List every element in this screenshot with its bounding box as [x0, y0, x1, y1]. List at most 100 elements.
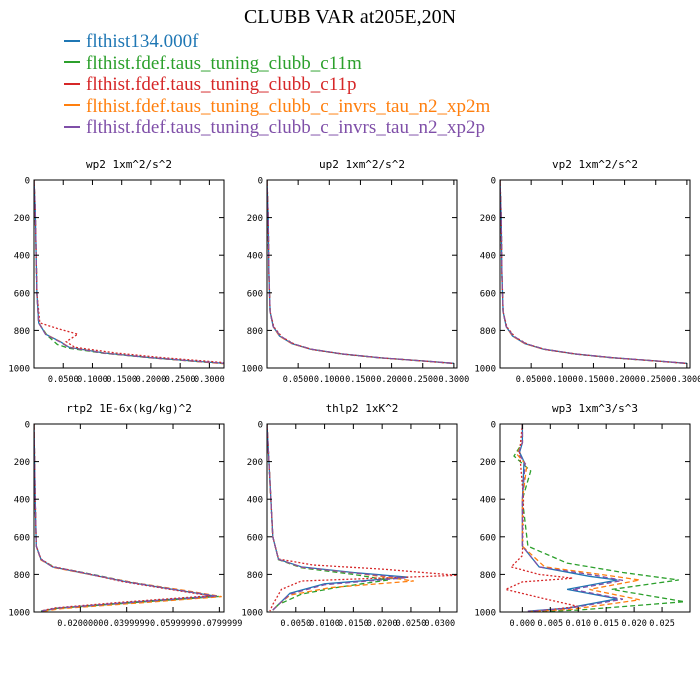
y-tick-label: 1000 [8, 609, 30, 619]
y-tick-label: 1000 [241, 365, 263, 375]
series-line [34, 424, 220, 612]
y-tick-label: 800 [14, 327, 30, 337]
x-tick-label: 0.2500 [407, 375, 438, 385]
series-line [267, 424, 457, 612]
series-line [267, 424, 406, 611]
series-line [267, 180, 454, 365]
y-tick-label: 1000 [474, 365, 496, 375]
chart-panel: wp2 1xm^2/s^2 0 200 400 600 800 1000 0.05000.10… [8, 158, 224, 385]
chart-title: vp2 1xm^2/s^2 [552, 158, 638, 171]
legend-label: flthist.fdef.taus_tuning_clubb_c11p [86, 74, 357, 95]
x-tick-label: 0.1500 [106, 375, 137, 385]
legend-swatch [64, 61, 80, 64]
legend-item: flthist.fdef.taus_tuning_clubb_c11p [64, 74, 490, 96]
y-tick-label: 600 [480, 289, 496, 299]
y-tick-label: 0 [25, 177, 30, 187]
y-tick-label: 1000 [8, 365, 30, 375]
x-tick-label: 0.0250 [396, 619, 427, 629]
plot-frame [266, 179, 458, 369]
x-tick-label: 0.0500 [516, 375, 547, 385]
x-tick-label: 0.2000 [609, 375, 640, 385]
plot-frame [499, 179, 691, 369]
y-tick-label: 400 [247, 252, 263, 262]
series-line [513, 424, 685, 612]
y-tick-label: 800 [480, 571, 496, 581]
legend-swatch [64, 39, 80, 42]
plot-frame [499, 423, 691, 613]
y-tick-label: 1000 [241, 609, 263, 619]
x-tick-label: 0.0399999 [104, 619, 150, 629]
plot-frame [33, 423, 225, 613]
series-line [500, 180, 687, 364]
series-line [34, 180, 224, 364]
y-tick-label: 600 [247, 289, 263, 299]
y-tick-label: 600 [247, 533, 263, 543]
chart-title: up2 1xm^2/s^2 [319, 158, 405, 171]
legend-label: flthist.fdef.taus_tuning_clubb_c_invrs_t… [86, 95, 491, 117]
series-line [500, 180, 687, 365]
series-line [34, 424, 218, 612]
x-tick-label: 0.3000 [194, 375, 225, 385]
y-tick-label: 800 [247, 327, 263, 337]
legend-item: flthist.fdef.taus_tuning_clubb_c11m [64, 53, 490, 75]
x-tick-label: 0.0500 [283, 375, 314, 385]
series-line [517, 424, 624, 612]
y-tick-label: 200 [480, 458, 496, 468]
chart-title: wp2 1xm^2/s^2 [86, 158, 172, 171]
x-tick-label: 0.000 [510, 619, 536, 629]
legend-swatch [64, 104, 80, 107]
y-tick-label: 400 [247, 496, 263, 506]
x-tick-label: 0.025 [649, 619, 675, 629]
y-tick-label: 800 [480, 327, 496, 337]
series-line [500, 180, 687, 364]
y-tick-label: 800 [247, 571, 263, 581]
chart-title: wp3 1xm^3/s^3 [552, 402, 638, 415]
x-tick-label: 0.0599999 [150, 619, 196, 629]
x-tick-label: 0.020 [621, 619, 647, 629]
legend-item: flthist.fdef.taus_tuning_clubb_c_invrs_t… [64, 96, 490, 118]
legend-item: flthist.fdef.taus_tuning_clubb_c_invrs_t… [64, 117, 490, 139]
y-tick-label: 200 [14, 214, 30, 224]
series-line [500, 180, 687, 365]
series-line [500, 180, 687, 364]
chart-title: thlp2 1xK^2 [326, 402, 399, 415]
y-tick-label: 1000 [474, 609, 496, 619]
plot-frame [266, 423, 458, 613]
series-line [267, 180, 454, 365]
legend-item: flthist134.000f [64, 31, 490, 53]
y-tick-label: 400 [480, 252, 496, 262]
series-line [34, 180, 224, 365]
x-tick-label: 0.2500 [640, 375, 671, 385]
y-tick-label: 400 [14, 496, 30, 506]
series-line [34, 180, 224, 364]
series-line [34, 424, 215, 612]
series-line [267, 424, 409, 611]
y-tick-label: 400 [14, 252, 30, 262]
y-tick-label: 0 [258, 177, 263, 187]
series-line [267, 424, 389, 611]
y-tick-label: 600 [480, 533, 496, 543]
series-line [267, 180, 454, 364]
series-line [34, 180, 224, 365]
series-line [503, 424, 579, 612]
x-tick-label: 0.015 [593, 619, 619, 629]
x-tick-label: 0.2000 [376, 375, 407, 385]
chart-title: rtp2 1E-6x(kg/kg)^2 [66, 402, 192, 415]
x-tick-label: 0.010 [565, 619, 591, 629]
y-tick-label: 0 [491, 421, 496, 431]
series-line [267, 180, 454, 364]
plot-frame [33, 179, 225, 369]
series-line [516, 424, 640, 612]
y-tick-label: 400 [480, 496, 496, 506]
x-tick-label: 0.0050 [280, 619, 311, 629]
x-tick-label: 0.1500 [578, 375, 609, 385]
x-tick-label: 0.0300 [424, 619, 455, 629]
x-tick-label: 0.1000 [547, 375, 578, 385]
y-tick-label: 200 [14, 458, 30, 468]
chart-panel: thlp2 1xK^2 0 200 400 600 800 1000 0.00500.0100… [241, 402, 458, 629]
x-tick-label: 0.1500 [345, 375, 376, 385]
series-line [34, 180, 224, 364]
x-tick-label: 0.2000 [136, 375, 167, 385]
x-tick-label: 0.0100 [309, 619, 340, 629]
